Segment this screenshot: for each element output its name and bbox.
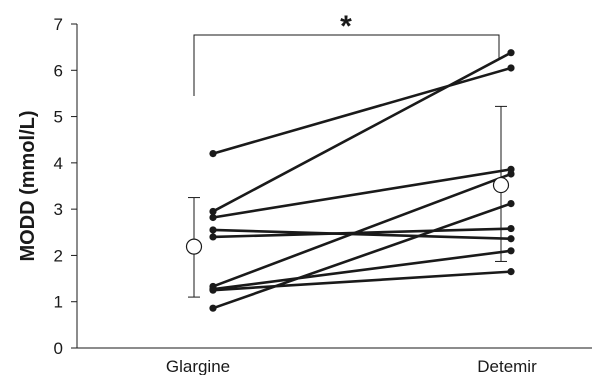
mean-marker: [185, 238, 203, 255]
x-tick-label: Glargine: [166, 357, 230, 375]
series-4: [209, 226, 515, 243]
y-tick-label: 2: [54, 246, 63, 265]
x-tick-label: Detemir: [477, 357, 537, 375]
mean-marker: [492, 176, 510, 194]
series-1: [209, 64, 515, 158]
data-point: [209, 286, 217, 294]
mean-sd-glargine: [185, 197, 203, 298]
series-9: [209, 199, 515, 312]
data-point: [209, 150, 217, 158]
y-tick-label: 0: [54, 339, 63, 358]
series-line: [212, 228, 512, 241]
data-point: [507, 235, 515, 243]
series-lines: [209, 49, 515, 312]
data-point: [507, 170, 515, 178]
significance-star: *: [340, 10, 352, 43]
y-tick-label: 7: [54, 15, 63, 34]
data-point: [209, 304, 217, 312]
mean-sd-detemir: [492, 105, 510, 262]
significance-bracket: *: [193, 10, 500, 96]
series-line: [212, 51, 512, 213]
y-tick-label: 5: [54, 108, 63, 127]
series-3: [209, 165, 515, 222]
series-line: [212, 66, 512, 155]
data-point: [507, 49, 515, 57]
series-line: [212, 202, 512, 310]
y-axis-title: MODD (mmol/L): [17, 110, 39, 261]
series-5: [209, 224, 515, 241]
series-line: [212, 249, 512, 291]
series-2: [209, 49, 515, 216]
series-line: [212, 227, 512, 239]
data-point: [507, 224, 515, 233]
data-point: [209, 233, 217, 241]
axes: [76, 24, 592, 349]
series-line: [212, 270, 512, 292]
significance-bracket-line: [193, 34, 500, 96]
series-8: [209, 268, 515, 294]
data-point: [209, 213, 217, 222]
y-tick-label: 6: [54, 61, 63, 80]
y-tick-labels: 0 1 2 3 4 5 6 7: [54, 15, 77, 358]
data-point: [507, 247, 515, 255]
data-point: [507, 268, 515, 276]
y-tick-label: 4: [54, 154, 63, 173]
data-point: [209, 226, 217, 234]
series-line: [212, 172, 512, 288]
mean-sd-markers: [185, 105, 510, 298]
data-point: [209, 207, 217, 216]
data-point: [507, 64, 515, 72]
y-tick-label: 1: [54, 293, 63, 312]
series-line: [212, 168, 512, 219]
x-tick-labels: Glargine Detemir: [166, 357, 537, 375]
data-point: [507, 199, 515, 208]
y-tick-label: 3: [54, 200, 63, 219]
